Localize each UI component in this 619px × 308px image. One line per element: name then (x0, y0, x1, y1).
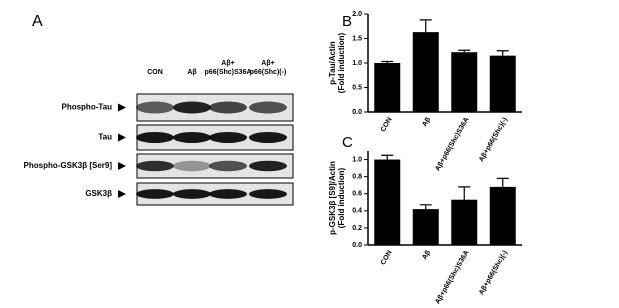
row-label: Phospho-Tau (61, 103, 112, 112)
band (136, 101, 174, 114)
error-bar (381, 60, 394, 63)
y-axis-label: (Fold induction) (337, 167, 346, 228)
error-bar (458, 49, 471, 53)
x-tick-label: CON (380, 116, 394, 133)
arrow (118, 190, 126, 198)
band (173, 160, 211, 172)
band (136, 132, 174, 143)
y-tick-label: 2.0 (352, 11, 362, 18)
x-tick-label: Aβ+p66(Shc)(-) (478, 249, 509, 296)
band (173, 189, 211, 199)
arrow (118, 103, 126, 112)
y-tick-label: 0.0 (352, 109, 362, 116)
x-tick-label: Aβ (421, 116, 432, 128)
panel-label: A (32, 13, 43, 30)
band (209, 189, 247, 199)
band (209, 101, 247, 114)
lane-label: Aβ+ (261, 60, 274, 67)
x-tick-label: Aβ (421, 249, 432, 261)
error-bar (496, 177, 509, 187)
error-bar (381, 154, 394, 160)
band (136, 160, 174, 172)
error-bar (419, 204, 432, 210)
panel-label: C (342, 134, 353, 151)
bar (451, 52, 478, 112)
lane-label: p66(Shc)S36A (204, 69, 251, 76)
y-tick-label: 0.6 (352, 191, 362, 198)
y-tick-label: 0.5 (352, 84, 362, 91)
bar (412, 209, 439, 245)
row-label: GSK3β (85, 189, 112, 198)
band (249, 160, 287, 172)
row-label: Phospho-GSK3β [Ser9] (24, 161, 113, 170)
lane-label: Aβ+ (221, 60, 234, 67)
bar (489, 186, 516, 245)
x-tick-label: Aβ+p66(Shc)S36A (434, 249, 470, 305)
band (209, 132, 247, 143)
band (209, 160, 247, 172)
y-tick-label: 0.0 (352, 242, 362, 249)
band (173, 132, 211, 143)
bar (374, 159, 401, 245)
y-axis-label: p-GSK3β [S9]/Actin (328, 161, 337, 235)
error-bar (419, 19, 432, 33)
band (249, 101, 287, 114)
error-bar (496, 50, 509, 56)
x-tick-label: Aβ+p66(Shc)(-) (478, 116, 509, 163)
y-axis-label: p-Tau/Actin (328, 41, 337, 85)
panel-label: B (342, 13, 352, 30)
lane-label: Aβ (187, 69, 197, 76)
band (173, 101, 211, 114)
y-tick-label: 1.0 (352, 60, 362, 67)
lane-label: p66(Shc)(-) (250, 69, 287, 76)
bar (412, 32, 439, 112)
lane-label: CON (147, 69, 163, 76)
y-tick-label: 0.8 (352, 173, 362, 180)
error-bar (458, 186, 471, 200)
bar (451, 199, 478, 245)
row-label: Tau (98, 133, 112, 142)
y-tick-label: 0.2 (352, 225, 362, 232)
y-axis-label: (Fold induction) (337, 32, 346, 93)
band (249, 189, 287, 199)
band (136, 189, 174, 199)
x-tick-label: CON (380, 249, 394, 266)
bar (374, 63, 401, 112)
arrow (118, 133, 126, 142)
y-tick-label: 1.0 (352, 156, 362, 163)
y-tick-label: 1.5 (352, 35, 362, 42)
band (249, 132, 287, 143)
bar (489, 55, 516, 112)
y-tick-label: 0.4 (352, 208, 362, 215)
arrow (118, 162, 126, 170)
x-tick-label: Aβ+p66(Shc)S36A (434, 116, 470, 172)
